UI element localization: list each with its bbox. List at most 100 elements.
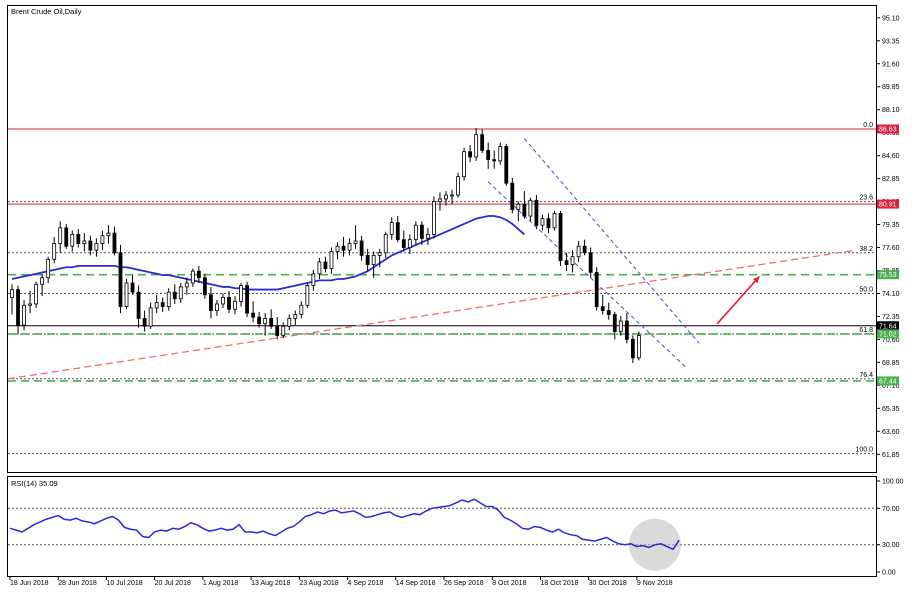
candlestick[interactable] xyxy=(534,195,539,230)
candlestick[interactable] xyxy=(251,301,256,323)
candlestick[interactable] xyxy=(474,128,479,161)
candlestick[interactable] xyxy=(136,285,141,328)
candlestick[interactable] xyxy=(492,150,497,169)
candlestick[interactable] xyxy=(594,267,599,311)
candlestick[interactable] xyxy=(353,225,358,249)
candlestick[interactable] xyxy=(504,143,509,186)
candlestick[interactable] xyxy=(196,265,201,283)
candlestick[interactable] xyxy=(498,142,503,165)
candlestick[interactable] xyxy=(82,233,87,252)
candlestick[interactable] xyxy=(564,252,569,272)
candlestick[interactable] xyxy=(76,229,81,248)
candlestick[interactable] xyxy=(540,214,545,231)
candlestick[interactable] xyxy=(46,256,51,283)
candlestick[interactable] xyxy=(221,293,225,308)
candlestick[interactable] xyxy=(462,147,466,181)
candlestick[interactable] xyxy=(552,210,557,231)
candlestick[interactable] xyxy=(528,197,533,222)
candlestick[interactable] xyxy=(630,335,635,364)
candlestick[interactable] xyxy=(257,311,262,328)
candlestick[interactable] xyxy=(624,313,629,344)
candlestick[interactable] xyxy=(10,284,14,315)
candlestick[interactable] xyxy=(335,242,340,260)
candlestick[interactable] xyxy=(323,256,328,273)
candlestick[interactable] xyxy=(317,258,322,280)
candlestick[interactable] xyxy=(347,238,352,256)
candlestick[interactable] xyxy=(522,191,527,219)
candlestick[interactable] xyxy=(209,286,213,319)
candlestick[interactable] xyxy=(118,244,123,314)
candlestick[interactable] xyxy=(52,237,57,264)
candlestick[interactable] xyxy=(359,235,364,261)
candlestick[interactable] xyxy=(395,216,400,243)
candlestick[interactable] xyxy=(305,282,310,308)
candlestick[interactable] xyxy=(377,248,382,268)
candlestick[interactable] xyxy=(34,281,39,308)
candlestick[interactable] xyxy=(401,230,406,252)
candlestick[interactable] xyxy=(600,294,605,315)
candlestick[interactable] xyxy=(389,217,394,240)
candlestick[interactable] xyxy=(612,311,617,340)
candlestick[interactable] xyxy=(407,234,412,255)
candlestick[interactable] xyxy=(58,221,63,253)
candlestick[interactable] xyxy=(64,223,69,249)
candlestick[interactable] xyxy=(299,301,304,319)
candlestick[interactable] xyxy=(16,285,20,335)
candlestick[interactable] xyxy=(365,248,370,272)
candlestick[interactable] xyxy=(178,282,183,303)
candlestick[interactable] xyxy=(142,310,147,332)
candlestick[interactable] xyxy=(516,201,521,222)
candlestick[interactable] xyxy=(215,300,219,316)
candlestick[interactable] xyxy=(636,331,641,361)
candlestick[interactable] xyxy=(287,314,292,331)
candlestick[interactable] xyxy=(413,221,418,245)
candlestick[interactable] xyxy=(166,288,171,311)
candlestick[interactable] xyxy=(432,196,436,239)
candlestick[interactable] xyxy=(444,191,448,206)
candlestick[interactable] xyxy=(293,310,298,325)
candlestick[interactable] xyxy=(112,226,117,256)
candlestick[interactable] xyxy=(468,145,473,163)
candlestick[interactable] xyxy=(148,302,153,329)
candlestick[interactable] xyxy=(88,235,93,256)
candlestick[interactable] xyxy=(106,225,111,244)
candlestick[interactable] xyxy=(22,300,26,331)
candlestick[interactable] xyxy=(383,231,388,259)
candlestick[interactable] xyxy=(227,290,231,314)
candlestick[interactable] xyxy=(130,275,135,295)
candlestick[interactable] xyxy=(510,177,515,214)
candlestick[interactable] xyxy=(582,239,587,256)
candlestick[interactable] xyxy=(606,302,611,320)
candlestick[interactable] xyxy=(70,230,75,252)
candlestick[interactable] xyxy=(263,313,268,336)
candlestick[interactable] xyxy=(124,279,129,310)
candlestick[interactable] xyxy=(311,269,316,291)
candlestick[interactable] xyxy=(486,142,491,169)
candlestick[interactable] xyxy=(154,294,159,314)
candlestick[interactable] xyxy=(456,172,460,198)
candlestick[interactable] xyxy=(570,250,575,273)
candlestick[interactable] xyxy=(558,210,563,266)
candlestick[interactable] xyxy=(202,273,207,299)
candlestick[interactable] xyxy=(438,192,442,211)
candlestick[interactable] xyxy=(576,240,581,262)
candlestick[interactable] xyxy=(618,315,623,336)
candlestick[interactable] xyxy=(281,322,286,339)
candlestick[interactable] xyxy=(371,251,376,278)
candlestick[interactable] xyxy=(480,129,485,154)
candlestick[interactable] xyxy=(160,297,165,312)
candlestick[interactable] xyxy=(190,268,195,287)
candlestick[interactable] xyxy=(100,230,105,251)
candlestick[interactable] xyxy=(419,221,424,245)
candlestick[interactable] xyxy=(172,284,177,304)
candlestick[interactable] xyxy=(40,273,45,297)
candlestick[interactable] xyxy=(450,189,454,205)
candlestick[interactable] xyxy=(239,282,243,307)
candlestick[interactable] xyxy=(233,296,237,315)
candlestick[interactable] xyxy=(329,247,334,274)
candlestick[interactable] xyxy=(269,309,274,329)
candlestick[interactable] xyxy=(341,237,346,257)
candlestick[interactable] xyxy=(28,290,32,314)
candlestick[interactable] xyxy=(426,227,430,245)
